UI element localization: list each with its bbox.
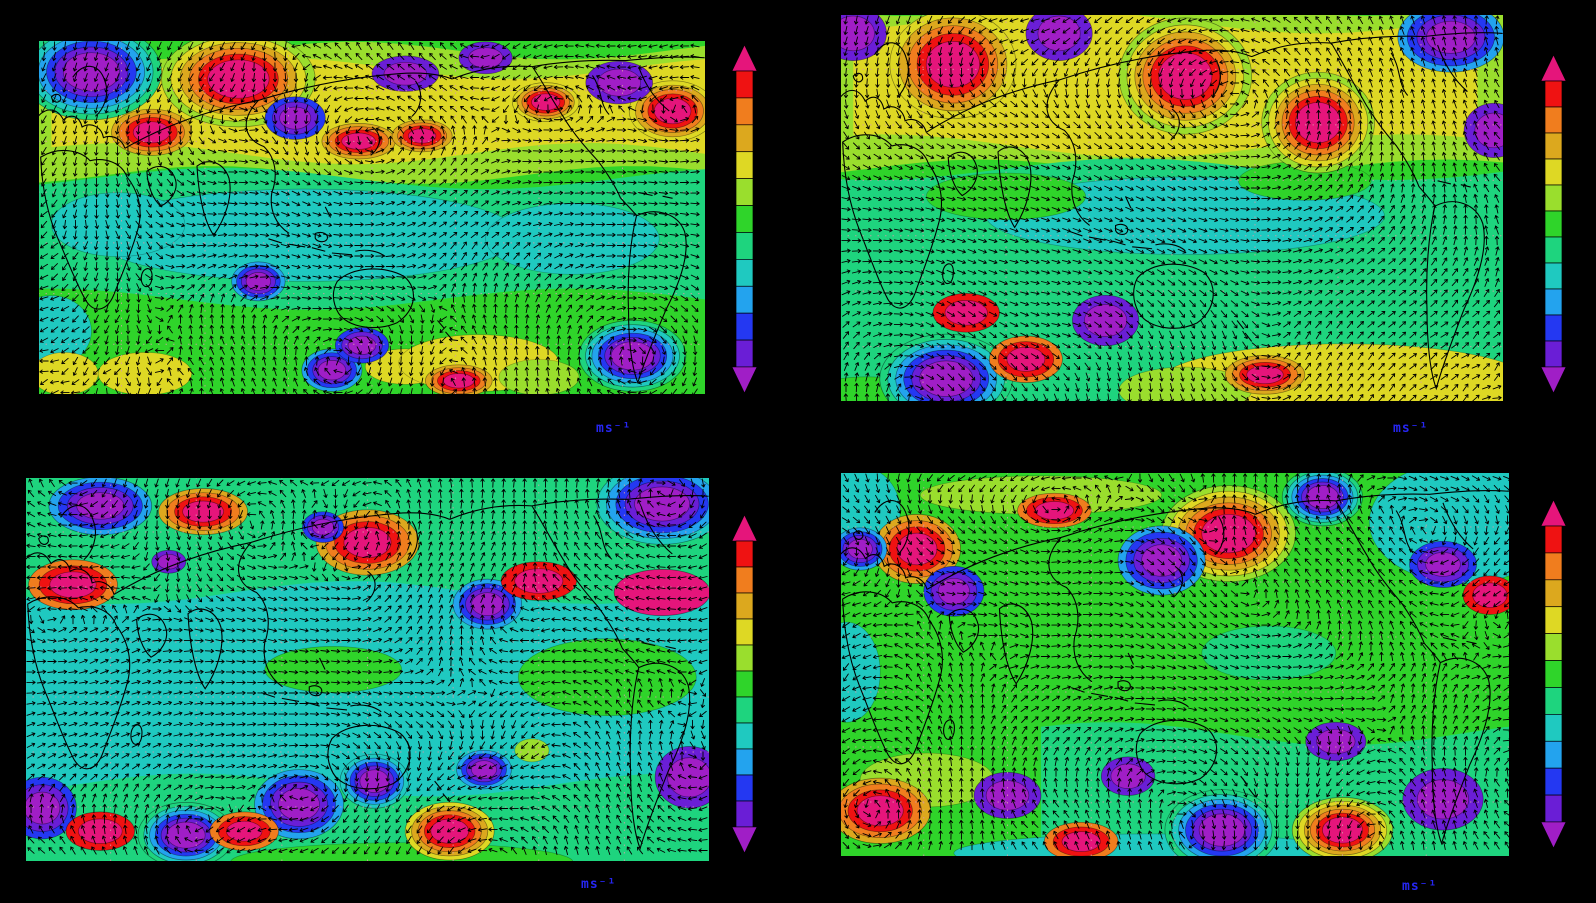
colorbar-bottom-left [731, 515, 758, 853]
colorbar-top-right [1540, 55, 1567, 393]
colorbar-bottom-right [1540, 500, 1567, 848]
unit-label: ms⁻¹ [596, 421, 632, 436]
map-canvas-top-left [38, 40, 706, 395]
map-canvas-top-right [840, 14, 1504, 402]
colorbar-top-left [731, 45, 758, 393]
unit-label: ms⁻¹ [1402, 879, 1438, 894]
unit-label: ms⁻¹ [581, 877, 617, 892]
map-canvas-bottom-right [840, 472, 1510, 857]
unit-label: ms⁻¹ [1393, 421, 1429, 436]
coastline-path [840, 490, 1509, 843]
coastline-path [25, 495, 709, 848]
coastline-path [840, 33, 1503, 389]
coastline-path [38, 57, 705, 383]
map-canvas-bottom-left [25, 477, 710, 862]
